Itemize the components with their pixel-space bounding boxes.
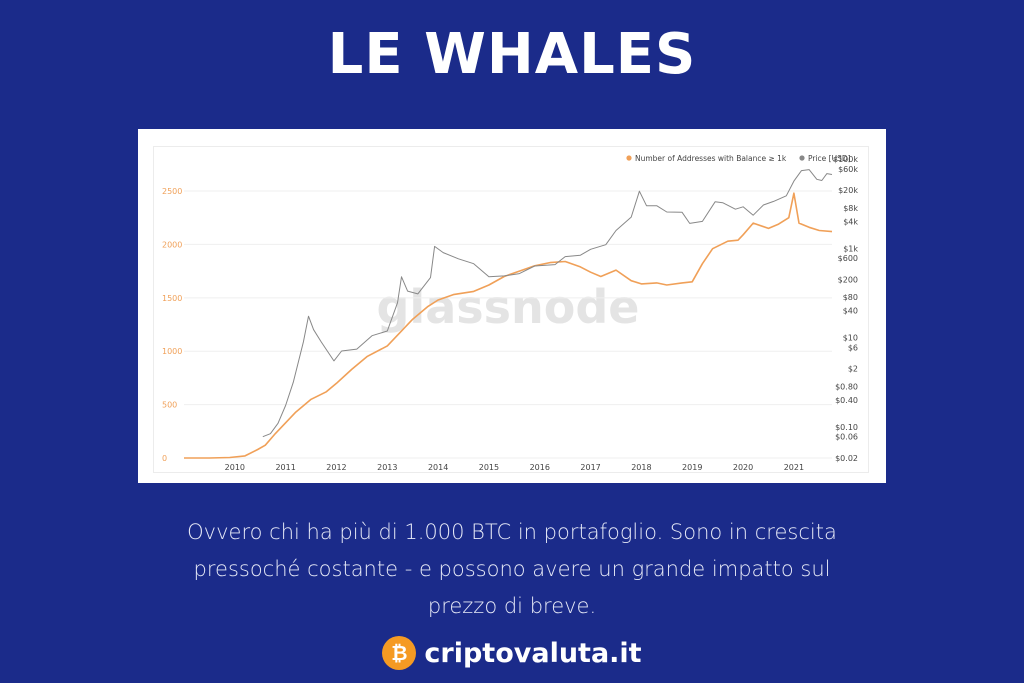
y-left-tick-label: 2500 [162,187,182,196]
brand-name: criptovaluta.it [424,637,642,669]
y-right-tick-label: $600 [838,254,858,263]
y-right-tick-label: $0.02 [835,454,858,463]
y-left-tick-label: 0 [162,454,167,463]
y-right-tick-label: $0.80 [835,382,858,391]
y-left-tick-label: 1500 [162,294,182,303]
y-right-tick-label: $40 [843,307,858,316]
y-right-tick-label: $4k [843,217,858,226]
watermark: glassnode [377,280,640,334]
chart-card: glassnode 0 500 1000 1500 2000 2500 $100k $60k $2… [138,129,886,483]
x-tick-label: 2020 [733,463,753,472]
series-line-price [262,169,833,438]
x-tick-label: 2021 [784,463,804,472]
x-tick-label: 2019 [682,463,702,472]
y-left-tick-label: 500 [162,401,177,410]
y-right-tick-label: $60k [838,165,858,174]
page-title: LE WHALES [327,22,697,87]
y-right-tick-label: $0.06 [835,433,858,442]
caption-line: prezzo di breve. [427,594,597,618]
x-tick-label: 2018 [631,463,651,472]
chart: glassnode 0 500 1000 1500 2000 2500 $100k$60k $2… [162,154,858,472]
y-right-tick-label: $200 [838,275,858,284]
y-right-tick-label: $1k [843,244,858,253]
y-right-tick-label: $0.40 [835,396,858,405]
y-right-tick-label: $100k [833,155,858,164]
x-tick-label: 2017 [580,463,600,472]
y-left-tick-label: 1000 [162,347,182,356]
y-right-tick-label: $20k [838,186,858,195]
x-tick-label: 2012 [326,463,346,472]
y-right-tick-label: $0.10 [835,423,858,432]
x-tick-label: 2016 [530,463,550,472]
legend-label: Number of Addresses with Balance ≥ 1k [635,154,787,163]
y-right-tick-label: $10 [843,334,858,343]
bitcoin-glyph: ₿ [391,641,408,665]
y-right-tick-label: $80 [843,293,858,302]
caption-line: pressoché costante - e possono avere un … [193,557,831,581]
x-tick-label: 2014 [428,463,448,472]
caption-line: Ovvero chi ha più di 1.000 BTC in portaf… [187,520,837,544]
y-right-tick-label: $2 [848,365,858,374]
x-tick-label: 2013 [377,463,397,472]
y-left-tick-label: 2000 [162,240,182,249]
legend-marker [626,155,632,161]
y-right-tick-label: $8k [843,204,858,213]
x-tick-label: 2010 [225,463,245,472]
chart-frame: glassnode 0 500 1000 1500 2000 2500 $100k $60k $2… [153,146,869,473]
legend-label: Price [USD] [808,154,851,163]
legend-marker [799,155,805,161]
x-tick-label: 2015 [479,463,499,472]
brand[interactable]: ₿ criptovaluta.it [0,632,1024,674]
y-right-tick-label: $6 [848,343,858,352]
caption: Ovvero chi ha più di 1.000 BTC in portaf… [140,514,884,625]
bitcoin-logo-icon: ₿ [382,636,417,670]
series-line-addresses [184,192,833,459]
x-tick-label: 2011 [275,463,295,472]
